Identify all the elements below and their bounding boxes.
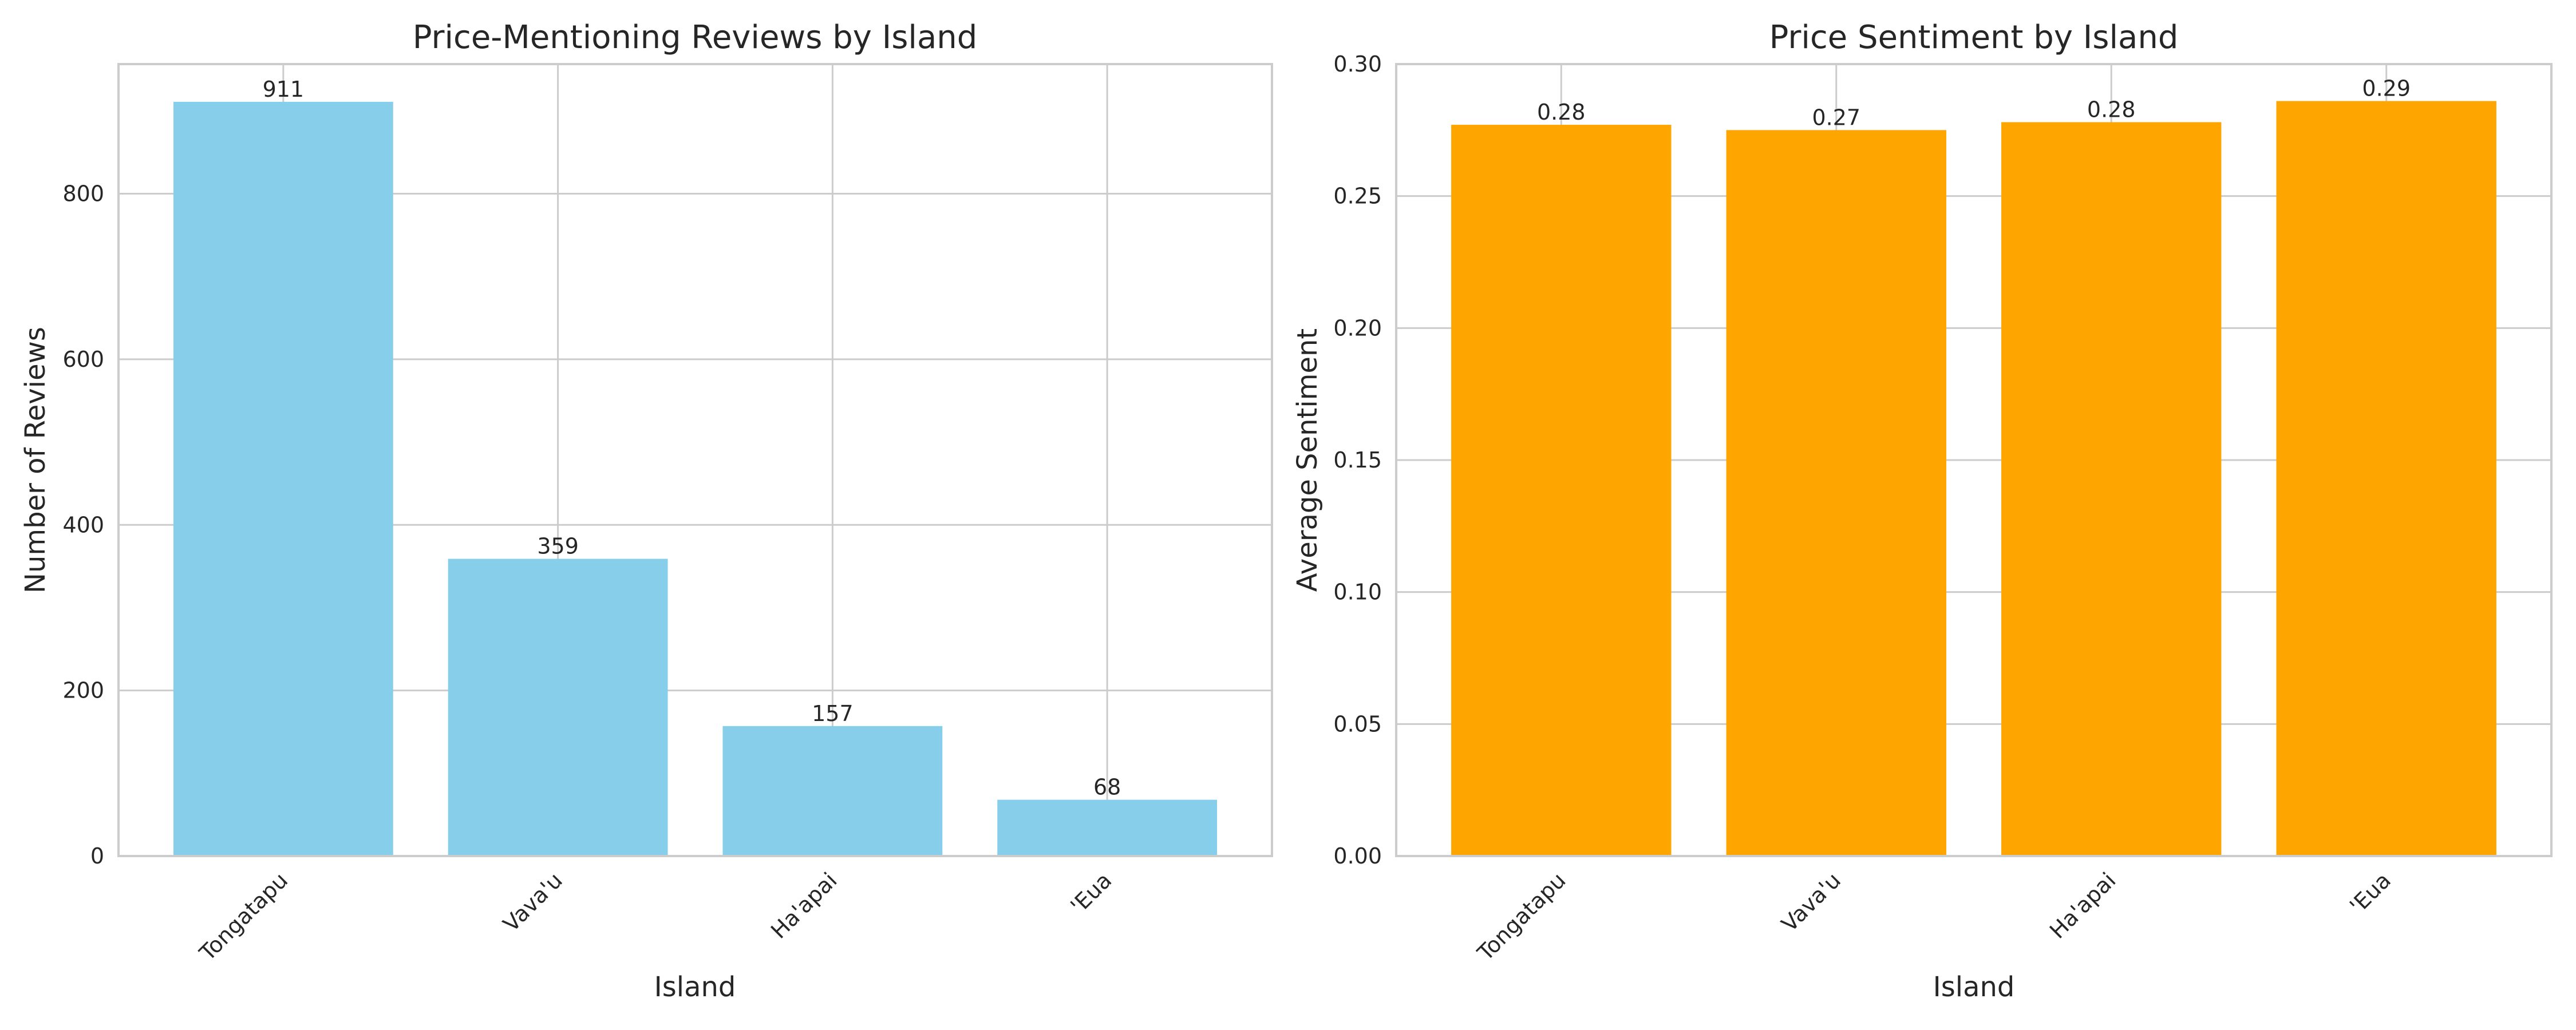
x-tick-label: Tongatapu <box>194 867 293 966</box>
y-tick-label: 0.20 <box>1333 315 1382 340</box>
data-label: 911 <box>263 77 305 102</box>
bar-3 <box>997 799 1218 856</box>
x-tick-label: Vava'u <box>498 867 567 937</box>
x-tick-label: Ha'apai <box>2045 867 2121 944</box>
plot-frame <box>117 63 1273 857</box>
data-labels: 911 359 157 68 <box>263 77 1121 800</box>
bar-1 <box>1726 130 1946 856</box>
y-tick-label: 0.30 <box>1333 52 1382 77</box>
chart-sentiment: Price Sentiment by Island 0.000.050.100.… <box>1291 19 2553 1003</box>
y-tick-label: 0.05 <box>1333 711 1382 736</box>
y-tick-label: 0.25 <box>1333 184 1382 209</box>
y-tick-label: 400 <box>62 512 104 537</box>
data-label: 359 <box>537 534 579 559</box>
data-label: 68 <box>1093 775 1121 800</box>
y-tick-label: 800 <box>62 181 104 207</box>
y-tick-label: 200 <box>62 678 104 703</box>
chart-title: Price-Mentioning Reviews by Island <box>413 19 978 56</box>
bar-2 <box>2001 122 2222 857</box>
x-tick-label: 'Eua <box>2345 867 2396 918</box>
plot-frame <box>1395 63 2553 857</box>
data-label: 157 <box>812 701 854 726</box>
data-label: 0.29 <box>2362 76 2411 101</box>
x-tick-label: 'Eua <box>1066 867 1117 918</box>
y-ticks: 0.00 0.05 0.10 0.15 0.20 0.25 0.30 <box>1333 52 1382 869</box>
y-axis-label: Number of Reviews <box>19 327 52 593</box>
x-ticks: Tongatapu Vava'u Ha'apai 'Eua <box>194 867 1116 966</box>
chart-review-counts: Price-Mentioning Reviews by Island 0 200 4… <box>19 19 1273 1003</box>
x-axis-label: Island <box>654 971 736 1003</box>
bar-2 <box>722 726 943 856</box>
x-tick-label: Tongatapu <box>1472 867 1571 966</box>
bar-0 <box>1451 125 1672 856</box>
bars <box>173 101 1218 856</box>
y-tick-label: 0.00 <box>1333 843 1382 869</box>
x-tick-label: Vava'u <box>1776 867 1846 937</box>
y-axis-label: Average Sentiment <box>1291 328 1323 592</box>
y-ticks: 0 200 400 600 800 <box>62 181 104 869</box>
bars <box>1451 101 2496 857</box>
bar-1 <box>448 558 668 856</box>
y-tick-label: 600 <box>62 347 104 372</box>
data-label: 0.28 <box>1537 100 1586 125</box>
y-tick-label: 0.15 <box>1333 447 1382 473</box>
x-tick-label: Ha'apai <box>766 867 842 944</box>
data-labels: 0.28 0.27 0.28 0.29 <box>1537 76 2411 130</box>
x-axis-label: Island <box>1933 971 2015 1003</box>
y-tick-label: 0.10 <box>1333 580 1382 605</box>
bar-0 <box>173 101 393 856</box>
data-label: 0.27 <box>1812 105 1860 130</box>
chart-title: Price Sentiment by Island <box>1769 19 2179 56</box>
x-ticks: Tongatapu Vava'u Ha'apai 'Eua <box>1472 867 2396 966</box>
y-tick-label: 0 <box>90 843 104 869</box>
data-label: 0.28 <box>2087 97 2136 122</box>
bar-3 <box>2276 101 2496 856</box>
